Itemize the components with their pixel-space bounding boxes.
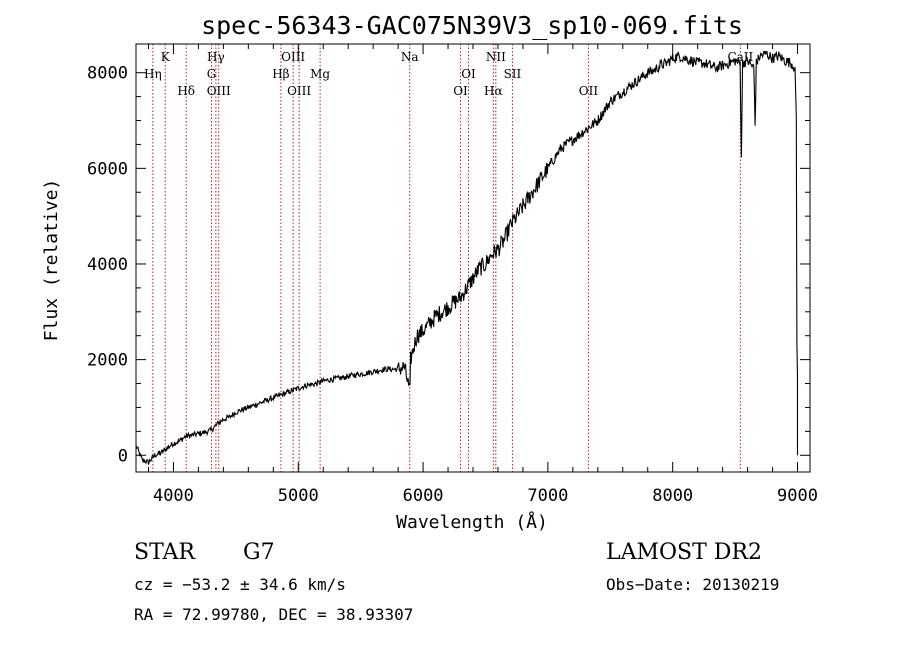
y-axis-ticks: 0 2000 4000 6000 8000 — [87, 64, 810, 466]
x-axis-ticks: 4000 5000 6000 7000 8000 9000 — [147, 44, 818, 506]
obs-date: Obs−Date: 20130219 — [606, 575, 779, 594]
spectral-line-label: OIII — [287, 84, 311, 98]
spectral-line-label: Hγ — [207, 50, 225, 64]
y-tick-label: 4000 — [87, 255, 128, 275]
survey-name: LAMOST DR2 — [606, 540, 762, 565]
spectral-line-label: Hδ — [177, 84, 195, 98]
x-tick-label: 6000 — [403, 486, 444, 506]
y-axis-label: Flux (relative) — [41, 179, 62, 342]
coordinates: RA = 72.99780, DEC = 38.93307 — [134, 605, 413, 624]
object-subclass: G7 — [243, 540, 275, 565]
spectral-line-label: OIII — [281, 50, 305, 64]
x-tick-label: 5000 — [278, 486, 319, 506]
x-tick-label: 7000 — [527, 486, 568, 506]
spectral-line-label: OII — [579, 84, 599, 98]
x-axis-label: Wavelength (Å) — [396, 511, 548, 533]
spectral-line-label: G — [207, 67, 217, 81]
spectral-line-label: OI — [461, 67, 476, 81]
spectral-line-label: K — [161, 50, 171, 64]
redshift-readout: cz = −53.2 ± 34.6 km/s — [134, 575, 346, 594]
spectral-line-label: Hβ — [272, 67, 289, 81]
chart-title: spec-56343-GAC075N39V3_sp10-069.fits — [201, 11, 743, 40]
spectrum-line — [135, 50, 799, 465]
spectral-line-label: NII — [486, 50, 506, 64]
spectral-line-markers — [152, 44, 741, 472]
x-tick-label: 4000 — [153, 486, 194, 506]
spectral-line-label: OIII — [207, 84, 231, 98]
spectral-line-label: Na — [401, 50, 419, 64]
spectral-line-label: Hη — [144, 67, 162, 81]
spectral-line-label: Hα — [484, 84, 503, 98]
x-tick-label: 8000 — [652, 486, 693, 506]
object-class: STAR — [134, 540, 196, 565]
spectral-line-label: OI — [453, 84, 468, 98]
y-tick-label: 6000 — [87, 159, 128, 179]
y-tick-label: 2000 — [87, 351, 128, 371]
plot-frame — [135, 43, 811, 473]
y-tick-label: 0 — [118, 446, 128, 466]
spectral-line-label: Mg — [310, 67, 330, 81]
y-tick-label: 8000 — [87, 64, 128, 84]
spectral-line-label: SII — [504, 67, 522, 81]
x-tick-label: 9000 — [777, 486, 818, 506]
